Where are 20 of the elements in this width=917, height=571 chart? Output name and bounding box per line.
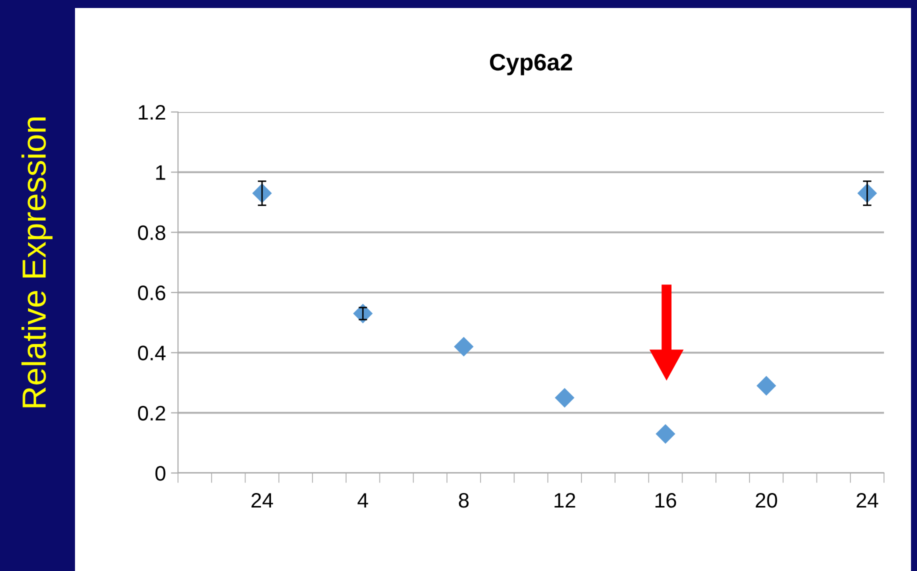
chart-title: Cyp6a2 (490, 54, 572, 76)
x-tick-label: 20 (756, 492, 778, 508)
y-tick-label: 0 (155, 466, 166, 481)
x-tick-label: 8 (458, 492, 469, 508)
y-tick-label: 0.2 (138, 406, 166, 421)
y-tick-label: 1.2 (138, 105, 166, 120)
point (555, 388, 574, 408)
point (454, 337, 474, 356)
x-tick-label: 24 (252, 492, 274, 508)
x-tick-label: 16 (655, 492, 676, 508)
x-tick-label: 12 (554, 492, 576, 508)
y-tick-label: 0.4 (138, 346, 166, 360)
x-tick-label: 24 (856, 492, 878, 508)
y-tick-label: 0.6 (138, 286, 166, 300)
point (756, 376, 776, 396)
point (656, 424, 676, 444)
x-tick-label: 4 (358, 493, 368, 508)
y-tick-label: 0.8 (138, 225, 166, 240)
y-axis-title: Relative Expression (21, 118, 53, 408)
y-tick-label: 1 (156, 165, 166, 180)
